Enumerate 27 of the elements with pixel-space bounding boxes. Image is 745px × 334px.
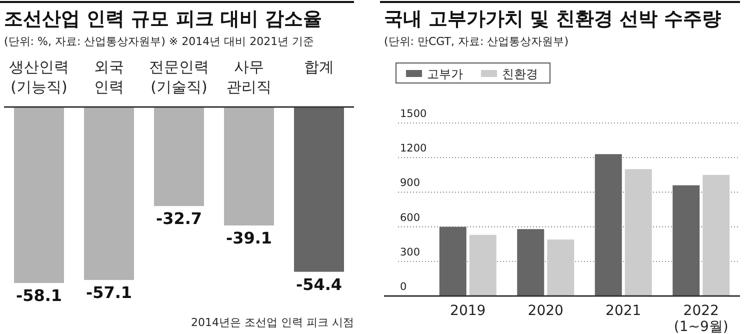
y-tick-label: 1500 <box>400 108 427 120</box>
x-tick-label: 2019 <box>450 303 486 319</box>
legend-label: 고부가 <box>427 67 463 81</box>
data-label: -58.1 <box>16 286 62 305</box>
chart-title: 조선산업 인력 규모 피크 대비 감소율 <box>4 8 322 30</box>
x-tick-label: 합계 <box>304 58 334 76</box>
chart-subtitle: (단위: 만CGT, 자료: 산업통상자원부) <box>384 35 569 48</box>
data-label: -54.4 <box>296 274 342 294</box>
x-tick-label: 2020 <box>528 303 564 319</box>
x-tick-label: 사무 관리직 <box>226 58 272 96</box>
y-tick-label: 300 <box>400 246 420 258</box>
chart-subtitle: (단위: %, 자료: 산업통상자원부) ※ 2014년 대비 2021년 기준 <box>4 35 314 48</box>
y-tick-label: 1200 <box>400 142 427 155</box>
data-label: -39.1 <box>226 228 272 248</box>
x-tick-label: 전문인력 (기술직) <box>149 58 209 96</box>
legend-label: 친환경 <box>502 67 538 81</box>
y-tick-label: 0 <box>400 281 407 293</box>
text: 2014년은 조선업 인력 피크 시점 <box>191 316 354 329</box>
x-tick-label: 2022 (1~9월) <box>674 303 728 334</box>
x-tick-label: 2021 <box>606 303 642 319</box>
data-label: -32.7 <box>156 209 202 228</box>
y-tick-label: 600 <box>400 212 420 224</box>
x-tick-label: 외국 인력 <box>94 58 124 96</box>
data-label: -57.1 <box>86 282 132 302</box>
x-tick-label: 생산인력 (기능직) <box>9 58 69 96</box>
chart-title: 국내 고부가가치 및 친환경 선박 수주량 <box>384 8 722 30</box>
y-tick-label: 900 <box>400 177 420 190</box>
